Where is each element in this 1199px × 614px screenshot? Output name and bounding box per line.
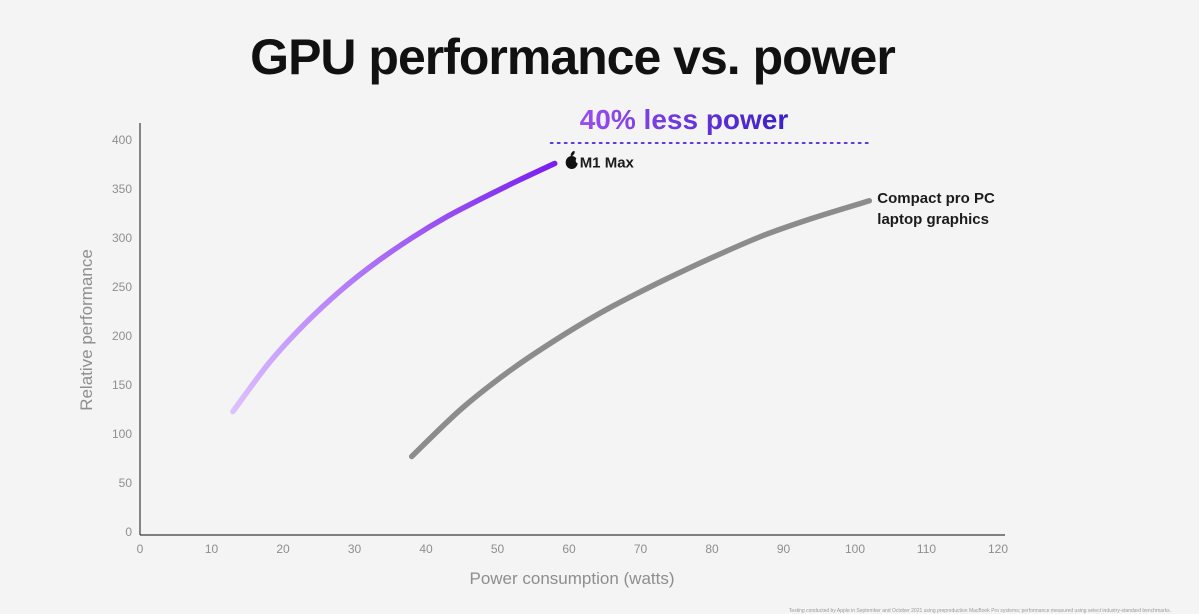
x-axis-title: Power consumption (watts) bbox=[469, 569, 674, 588]
y-tick-label: 100 bbox=[112, 427, 132, 441]
x-tick-label: 30 bbox=[348, 542, 362, 556]
y-tick-label: 300 bbox=[112, 231, 132, 245]
y-tick-label: 150 bbox=[112, 378, 132, 392]
y-tick-label: 0 bbox=[125, 525, 132, 539]
x-tick-label: 80 bbox=[705, 542, 719, 556]
series-label-compact-pc-line2: laptop graphics bbox=[877, 211, 989, 228]
apple-logo-icon bbox=[565, 150, 581, 170]
y-tick-label: 400 bbox=[112, 133, 132, 147]
x-tick-label: 20 bbox=[276, 542, 290, 556]
chart-title: GPU performance vs. power bbox=[250, 29, 896, 85]
x-tick-label: 0 bbox=[137, 542, 144, 556]
y-tick-label: 200 bbox=[112, 329, 132, 343]
x-tick-label: 100 bbox=[845, 542, 865, 556]
x-tick-label: 10 bbox=[205, 542, 219, 556]
x-tick-label: 50 bbox=[491, 542, 505, 556]
x-tick-label: 60 bbox=[562, 542, 576, 556]
x-tick-label: 70 bbox=[634, 542, 648, 556]
y-tick-label: 350 bbox=[112, 182, 132, 196]
x-tick-label: 110 bbox=[917, 542, 936, 556]
x-tick-label: 120 bbox=[988, 542, 1008, 556]
footnote: Testing conducted by Apple in September … bbox=[788, 608, 1171, 614]
series-compact-pc-line bbox=[408, 198, 873, 460]
power-savings-annotation: 40% less power bbox=[580, 104, 789, 135]
x-tick-label: 90 bbox=[777, 542, 791, 556]
series-m1-max-line bbox=[230, 160, 558, 415]
series-label-m1-max: M1 Max bbox=[580, 155, 635, 172]
x-tick-label: 40 bbox=[419, 542, 433, 556]
y-tick-label: 250 bbox=[112, 280, 132, 294]
y-axis-title: Relative performance bbox=[77, 249, 96, 411]
y-tick-label: 50 bbox=[119, 476, 133, 490]
series-label-compact-pc-line1: Compact pro PC bbox=[877, 190, 995, 207]
